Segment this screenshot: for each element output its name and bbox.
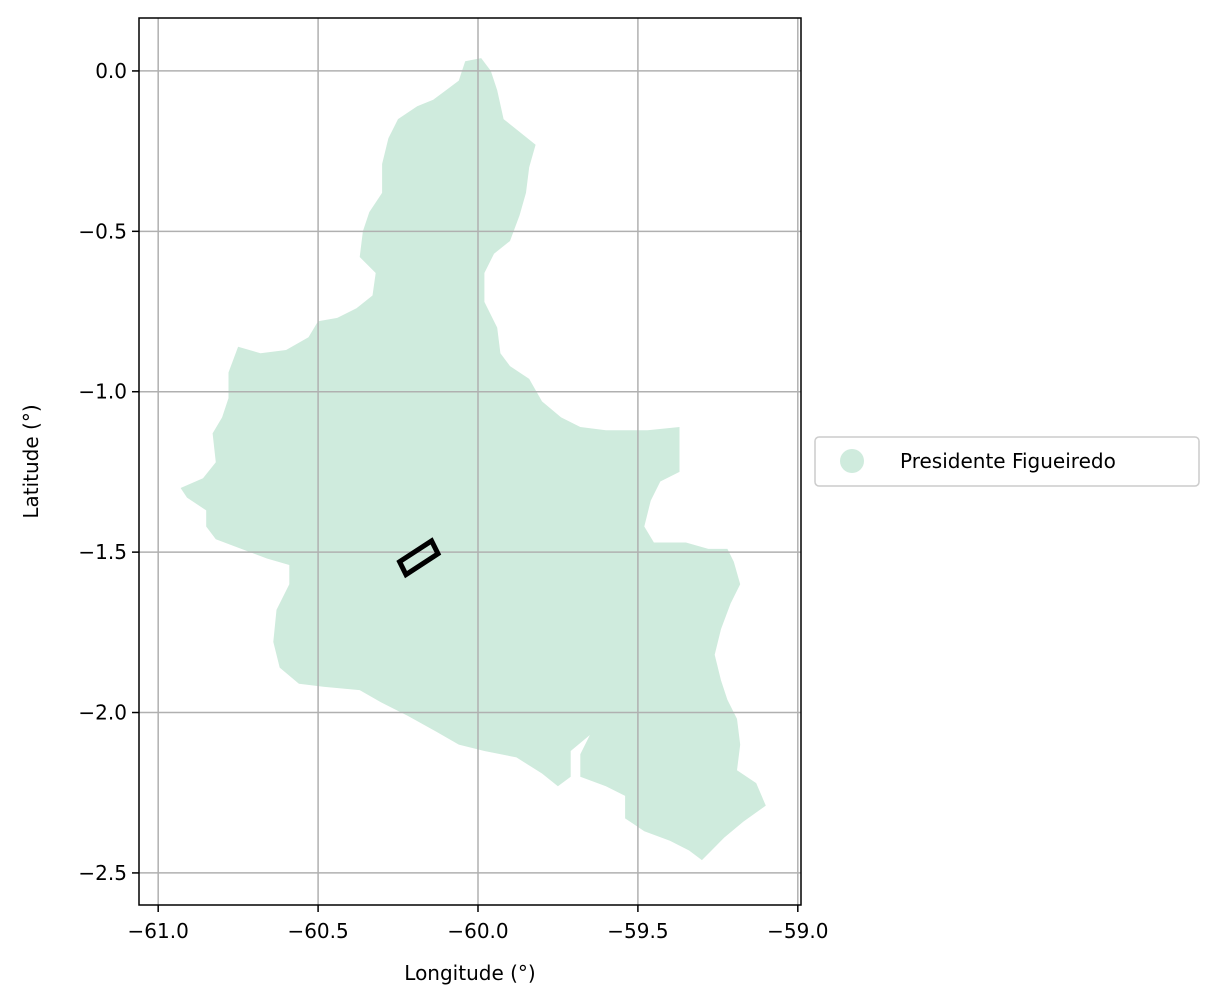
- x-tick-label: −59.0: [767, 919, 828, 943]
- y-tick-label: −2.0: [78, 701, 127, 725]
- y-axis: 0.0 −0.5 −1.0 −1.5 −2.0 −2.5: [78, 59, 139, 885]
- y-axis-label: Latitude (°): [19, 404, 43, 518]
- x-axis: −61.0 −60.5 −60.0 −59.5 −59.0: [128, 905, 829, 943]
- y-tick-label: −1.0: [78, 380, 127, 404]
- y-tick-label: −2.5: [78, 861, 127, 885]
- plot-area: [139, 18, 801, 905]
- region-presidente-figueiredo: [181, 58, 766, 860]
- x-tick-label: −59.5: [607, 919, 668, 943]
- y-tick-label: 0.0: [95, 59, 127, 83]
- x-tick-label: −61.0: [128, 919, 189, 943]
- legend-label: Presidente Figueiredo: [900, 449, 1116, 473]
- y-tick-label: −0.5: [78, 219, 127, 243]
- x-tick-label: −60.5: [287, 919, 348, 943]
- legend: Presidente Figueiredo: [815, 437, 1199, 486]
- y-tick-label: −1.5: [78, 540, 127, 564]
- x-axis-label: Longitude (°): [404, 961, 535, 985]
- x-tick-label: −60.0: [447, 919, 508, 943]
- legend-marker: [840, 449, 864, 473]
